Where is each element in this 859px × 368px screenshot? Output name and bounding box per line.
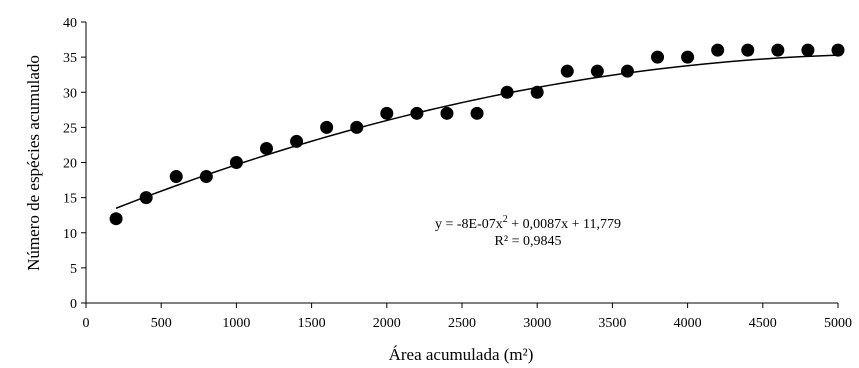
x-axis-title: Área acumulada (m²) <box>389 345 534 364</box>
data-point <box>139 191 153 205</box>
x-tick-label: 2500 <box>448 316 476 331</box>
data-point <box>199 170 213 184</box>
y-tick-label: 35 <box>63 51 77 66</box>
y-axis-ticks: 0 5 10 15 20 25 30 35 40 <box>63 16 86 312</box>
data-point <box>350 120 364 134</box>
data-point <box>290 134 304 148</box>
polynomial-trendline <box>115 54 839 209</box>
data-point <box>229 156 243 169</box>
data-point <box>530 85 544 99</box>
y-tick-label: 40 <box>63 16 77 31</box>
x-tick-label: 4000 <box>674 316 702 331</box>
x-tick-label: 1500 <box>298 316 326 331</box>
data-point <box>380 106 394 120</box>
x-tick-label: 0 <box>83 316 90 331</box>
data-point <box>741 43 755 57</box>
x-tick-label: 4500 <box>749 316 777 331</box>
data-point <box>259 141 273 155</box>
data-point <box>711 43 725 57</box>
data-point <box>470 106 484 120</box>
data-point <box>320 120 334 134</box>
data-points <box>109 43 845 226</box>
data-point <box>681 50 695 64</box>
data-point <box>169 170 183 184</box>
x-tick-label: 3500 <box>598 316 626 331</box>
y-tick-label: 5 <box>70 262 77 277</box>
x-tick-label: 1000 <box>222 316 250 331</box>
y-axis-title: Número de espécies acumulado <box>24 55 43 271</box>
trendline-equation: y = -8E-07x2 + 0,0087x + 11,779 <box>435 214 621 232</box>
data-point <box>440 106 454 120</box>
y-tick-label: 25 <box>63 121 77 136</box>
r-squared-label: R² = 0,9845 <box>495 234 562 249</box>
y-tick-label: 10 <box>63 227 77 242</box>
data-point <box>109 212 123 226</box>
data-point <box>801 43 815 57</box>
x-tick-label: 500 <box>151 316 172 331</box>
data-point <box>590 64 604 78</box>
data-point <box>560 64 574 78</box>
y-tick-label: 0 <box>70 297 77 312</box>
data-point <box>620 64 634 78</box>
data-point <box>771 43 785 57</box>
data-point <box>831 43 845 57</box>
y-tick-label: 30 <box>63 86 77 101</box>
data-point <box>651 50 665 64</box>
y-tick-label: 20 <box>63 157 77 172</box>
x-tick-label: 2000 <box>373 316 401 331</box>
data-point <box>500 85 514 99</box>
x-tick-label: 5000 <box>824 316 852 331</box>
x-tick-label: 3000 <box>523 316 551 331</box>
x-axis-ticks: 0 500 1000 1500 2000 2500 3000 3500 4000 4500 5000 <box>83 303 852 331</box>
data-point <box>410 106 424 120</box>
y-tick-label: 15 <box>63 192 77 207</box>
